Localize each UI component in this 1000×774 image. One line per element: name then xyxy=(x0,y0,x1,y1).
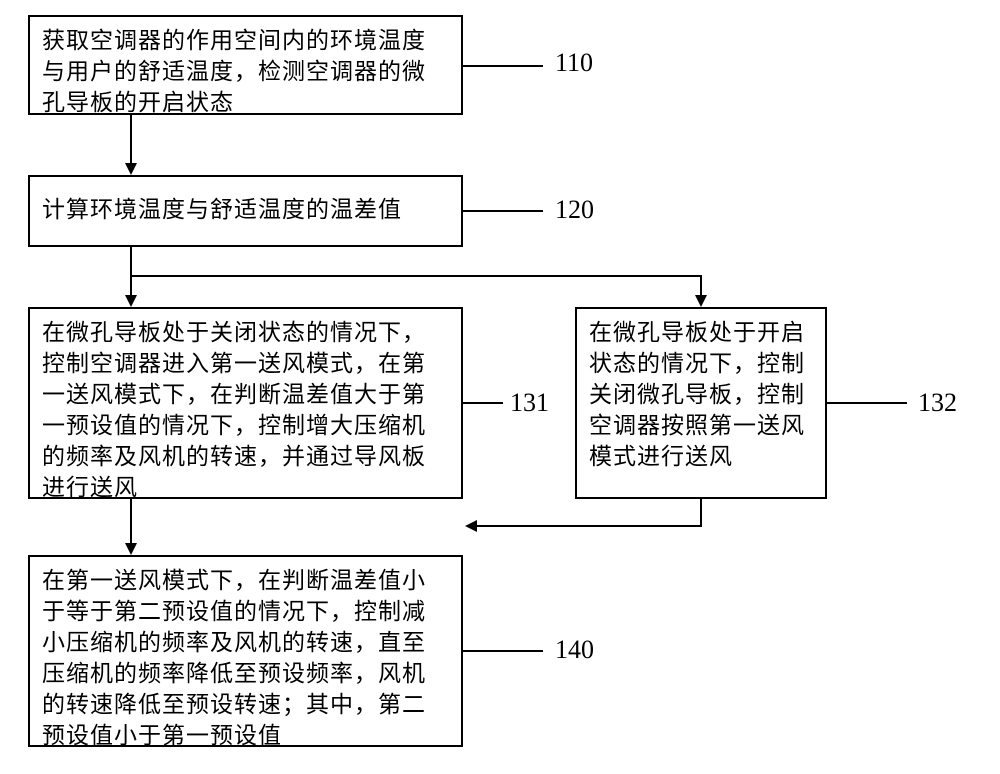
arrow-132-140-h2 xyxy=(131,525,132,527)
node-110-text: 获取空调器的作用空间内的环境温度与用户的舒适温度，检测空调器的微孔导板的开启状态 xyxy=(42,28,426,115)
arrow-110-120 xyxy=(130,115,132,163)
arrow-head-110-120 xyxy=(125,163,137,175)
arrow-120-131-v xyxy=(130,247,132,295)
arrow-131-140 xyxy=(130,499,132,543)
arrow-head-132-140 xyxy=(465,520,477,532)
label-line-131 xyxy=(463,402,503,404)
label-line-132 xyxy=(827,402,907,404)
arrow-132-140-h xyxy=(477,525,702,527)
flowchart-node-131: 在微孔导板处于关闭状态的情况下，控制空调器进入第一送风模式，在第一送风模式下，在… xyxy=(28,307,463,499)
arrow-120-132-v xyxy=(700,275,702,295)
arrow-132-140-v xyxy=(700,499,702,527)
arrow-head-131-140 xyxy=(125,543,137,555)
node-132-label: 132 xyxy=(918,388,957,418)
node-120-label: 120 xyxy=(555,195,594,225)
flowchart-container: 获取空调器的作用空间内的环境温度与用户的舒适温度，检测空调器的微孔导板的开启状态… xyxy=(0,0,1000,774)
node-120-text: 计算环境温度与舒适温度的温差值 xyxy=(42,197,402,222)
node-140-label: 140 xyxy=(555,635,594,665)
flowchart-node-120: 计算环境温度与舒适温度的温差值 xyxy=(28,175,463,247)
flowchart-node-132: 在微孔导板处于开启状态的情况下，控制关闭微孔导板，控制空调器按照第一送风模式进行… xyxy=(575,307,827,499)
flowchart-node-140: 在第一送风模式下，在判断温差值小于等于第二预设值的情况下，控制减小压缩机的频率及… xyxy=(28,555,463,747)
node-132-text: 在微孔导板处于开启状态的情况下，控制关闭微孔导板，控制空调器按照第一送风模式进行… xyxy=(589,320,805,469)
node-140-text: 在第一送风模式下，在判断温差值小于等于第二预设值的情况下，控制减小压缩机的频率及… xyxy=(42,568,426,748)
arrow-120-132-h xyxy=(131,275,701,277)
node-131-text: 在微孔导板处于关闭状态的情况下，控制空调器进入第一送风模式，在第一送风模式下，在… xyxy=(42,320,426,500)
flowchart-node-110: 获取空调器的作用空间内的环境温度与用户的舒适温度，检测空调器的微孔导板的开启状态 xyxy=(28,15,463,115)
arrow-head-120-131 xyxy=(125,295,137,307)
label-line-110 xyxy=(463,65,543,67)
arrow-head-120-132 xyxy=(695,295,707,307)
node-110-label: 110 xyxy=(555,48,593,78)
label-line-140 xyxy=(463,650,543,652)
node-131-label: 131 xyxy=(510,388,549,418)
label-line-120 xyxy=(463,210,543,212)
